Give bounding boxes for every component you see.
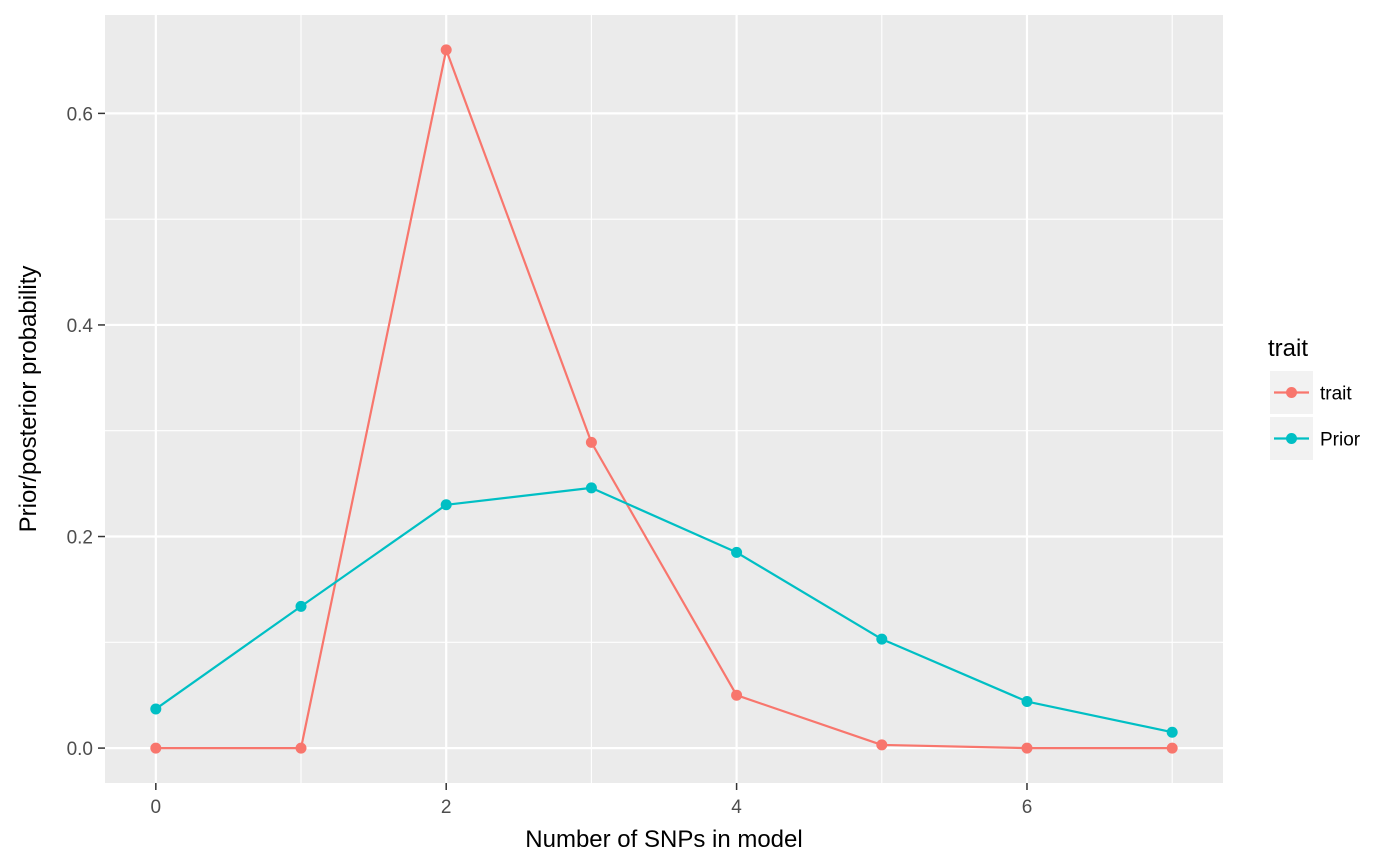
plot-panel	[105, 15, 1223, 783]
x-tick-label: 4	[731, 797, 742, 818]
legend-point-trait	[1286, 387, 1297, 398]
point-prior	[295, 600, 307, 612]
minor-grid	[105, 15, 1223, 783]
point-prior	[1166, 726, 1178, 738]
y-tick-label: 0.2	[67, 528, 93, 549]
x-tick-label: 0	[151, 797, 162, 818]
point-trait	[585, 436, 597, 448]
point-trait	[440, 44, 452, 56]
y-axis-title: Prior/posterior probability	[15, 266, 42, 533]
point-trait	[150, 742, 162, 754]
legend-items: trait Prior	[1270, 371, 1361, 460]
series-line-trait	[155, 48, 1173, 750]
point-prior	[585, 482, 597, 494]
legend-label-trait: trait	[1320, 384, 1352, 405]
point-prior	[150, 703, 162, 715]
point-trait	[1021, 742, 1033, 754]
y-axis: 0.0 0.2 0.4 0.6	[67, 104, 105, 760]
series-layer	[150, 44, 1178, 754]
point-trait	[876, 739, 888, 751]
x-axis-title: Number of SNPs in model	[525, 826, 802, 853]
point-prior	[1021, 696, 1033, 708]
point-trait	[1166, 742, 1178, 754]
x-tick-label: 2	[441, 797, 452, 818]
x-tick-label: 6	[1022, 797, 1033, 818]
series-line-prior	[155, 486, 1173, 734]
point-trait	[295, 742, 307, 754]
point-prior	[731, 546, 743, 558]
legend: trait trait Prior	[1268, 335, 1361, 460]
legend-point-prior	[1286, 433, 1297, 444]
legend-title: trait	[1268, 335, 1308, 362]
y-tick-label: 0.6	[67, 104, 93, 125]
point-prior	[440, 499, 452, 511]
point-trait	[731, 689, 743, 701]
point-prior	[876, 633, 888, 645]
x-axis: 0 2 4 6	[151, 783, 1033, 818]
legend-label-prior: Prior	[1320, 430, 1361, 451]
y-tick-label: 0.0	[67, 739, 93, 760]
y-tick-label: 0.4	[67, 316, 94, 337]
